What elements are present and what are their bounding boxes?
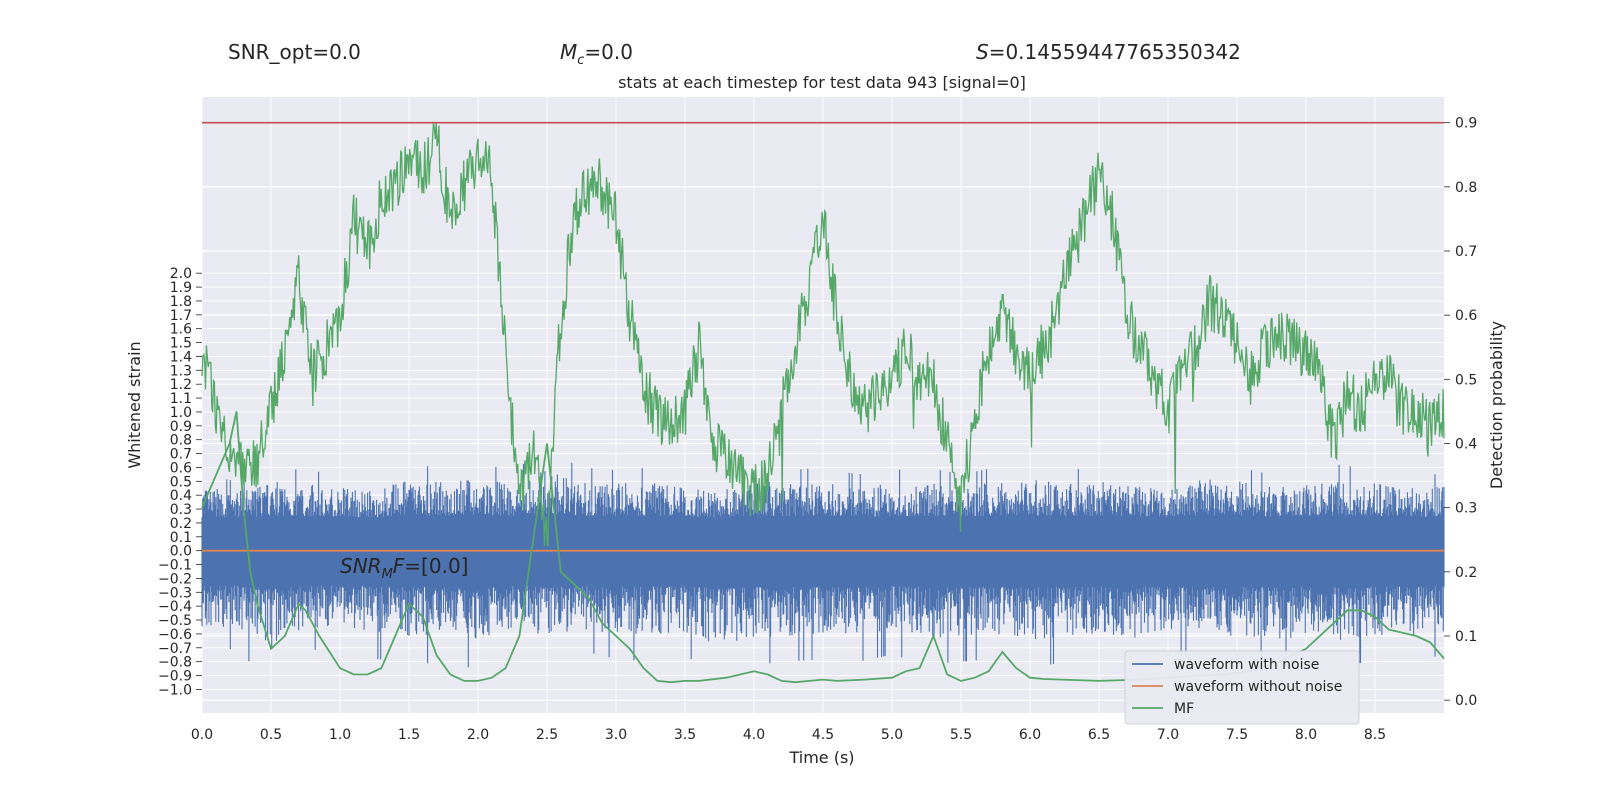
legend: waveform with noise waveform without noi… [1124,650,1360,725]
y-tick-label: 1.1 [170,391,192,407]
x-tick-label: 4.0 [743,727,765,743]
x-tick-label: 5.5 [950,727,972,743]
axes: 0.0 0.5 1.0 1.5 2.0 2.5 3.0 3.5 4.0 4.5 5.0 5.5 6.0 6… [158,116,1477,743]
y-tick-label: −0.6 [158,627,192,643]
chart-title: stats at each timestep for test data 943… [618,73,1026,92]
y2-tick-label: 0.3 [1455,501,1477,517]
x-tick-label: 1.5 [398,727,420,743]
y-tick-label: 1.8 [170,294,192,310]
y-tick-label: 0.6 [170,460,192,476]
y-tick-label: −1.0 [158,682,192,698]
x-tick-label: 8.5 [1364,727,1386,743]
y-tick-label: −0.2 [158,571,192,587]
y2-axis-title: Detection probability [1487,321,1506,489]
x-tick-label: 0.0 [191,727,213,743]
x-tick-label: 8.0 [1295,727,1317,743]
y-tick-label: 0.0 [170,544,192,560]
x-tick-label: 5.0 [881,727,903,743]
y-tick-label: 1.4 [170,349,192,365]
x-tick-label: 6.0 [1019,727,1041,743]
x-tick-label: 3.5 [674,727,696,743]
y-tick-label: −0.5 [158,613,192,629]
y-axis-title: Whitened strain [125,341,144,468]
y2-tick-label: 0.2 [1455,565,1477,581]
y-tick-label: 1.0 [170,405,192,421]
x-tick-label: 4.5 [812,727,834,743]
y-tick-label: −0.9 [158,669,192,685]
y2-tick-label: 0.9 [1455,116,1477,132]
y2-tick-label: 0.8 [1455,180,1477,196]
x-tick-label: 1.0 [329,727,351,743]
y2-tick-label: 0.0 [1455,693,1477,709]
y-tick-label: −0.1 [158,558,192,574]
x-axis-title: Time (s) [788,748,854,767]
y-tick-label: 0.8 [170,433,192,449]
y2-tick-label: 0.7 [1455,244,1477,260]
y-tick-label: 0.5 [170,474,192,490]
y-tick-label: 0.7 [170,447,192,463]
chirp-mass-stat: Mc=0.0 [560,40,633,68]
legend-label-clean: waveform without noise [1174,679,1342,695]
y-tick-label: 2.0 [170,266,192,282]
y-tick-label: −0.7 [158,641,192,657]
legend-box [1124,650,1360,725]
x-tick-label: 2.0 [467,727,489,743]
snr-mf-annotation: SNRMF=[0.0] [340,554,468,582]
x-tick-label: 7.5 [1226,727,1248,743]
y-tick-label: 0.4 [170,488,192,504]
y-tick-label: 1.2 [170,377,192,393]
y2-tick-label: 0.6 [1455,308,1477,324]
y2-tick-label: 0.4 [1455,437,1477,453]
y-tick-label: 1.7 [170,308,192,324]
y-tick-label: 1.6 [170,322,192,338]
y2-tick-label: 0.1 [1455,629,1477,645]
snr-opt-stat: SNR_opt=0.0 [228,40,361,64]
mf-probability-trace [201,122,1445,547]
y-tick-label: 0.3 [170,502,192,518]
y-tick-label: −0.8 [158,655,192,671]
x-tick-label: 7.0 [1157,727,1179,743]
legend-label-noise: waveform with noise [1174,657,1319,673]
legend-label-mf: MF [1174,701,1194,717]
s-stat: S=0.14559447765350342 [976,40,1241,64]
y-tick-label: 0.1 [170,530,192,546]
y-tick-label: 1.5 [170,336,192,352]
x-tick-label: 0.5 [260,727,282,743]
y-tick-label: 0.2 [170,516,192,532]
x-tick-label: 2.5 [536,727,558,743]
y2-tick-label: 0.5 [1455,372,1477,388]
x-tick-label: 6.5 [1088,727,1110,743]
y-tick-label: 1.9 [170,280,192,296]
x-tick-label: 3.0 [605,727,627,743]
y-tick-label: −0.3 [158,585,192,601]
y-tick-label: 0.9 [170,419,192,435]
y-tick-label: −0.4 [158,599,192,615]
y-tick-label: 1.3 [170,363,192,379]
data-layer [201,121,1445,684]
